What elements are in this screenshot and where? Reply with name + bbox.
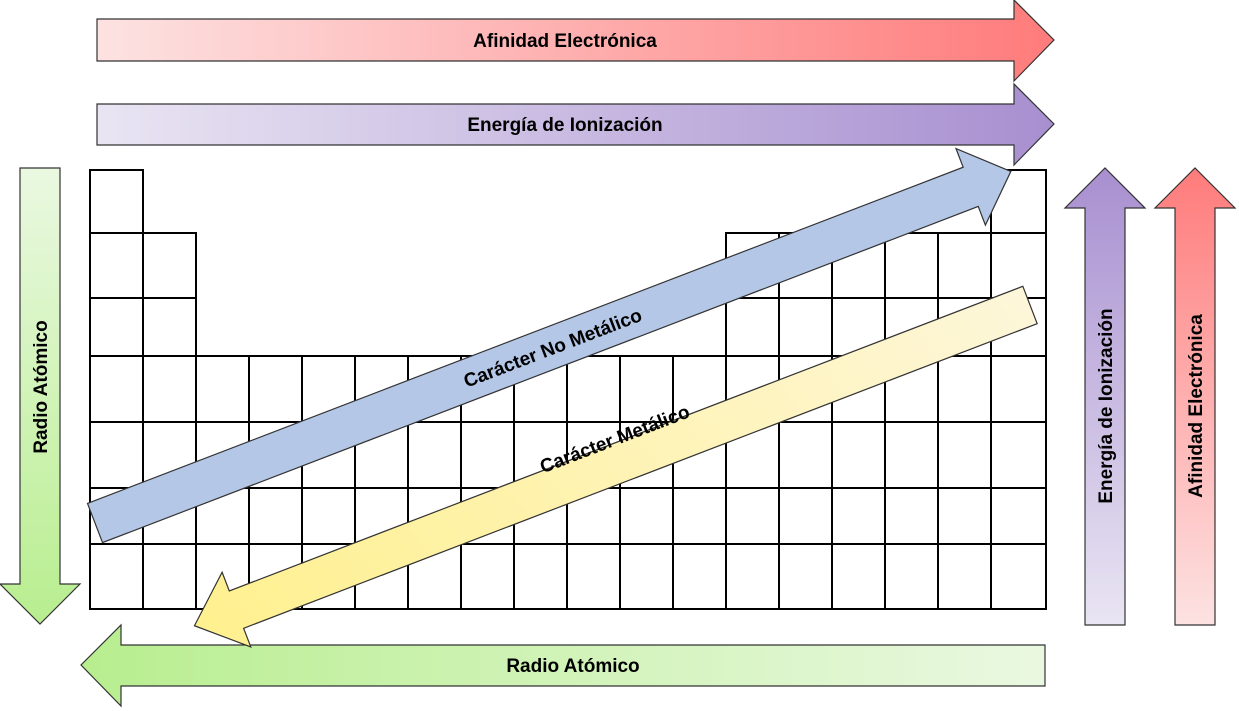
table-cell (990, 355, 1047, 423)
table-cell (89, 355, 144, 423)
table-cell (460, 421, 515, 489)
table-cell (778, 421, 833, 489)
ionization-arrow-top: Energía de Ionización (96, 82, 1055, 167)
table-cell (778, 487, 833, 545)
table-cell (142, 297, 197, 357)
ionization-arrow-right: Energía de Ionización (1063, 167, 1147, 626)
table-cell (831, 543, 886, 610)
affinity-arrow-right: Afinidad Electrónica (1153, 167, 1237, 626)
table-cell (89, 297, 144, 357)
table-cell (460, 543, 515, 610)
table-cell (89, 169, 144, 234)
table-cell (937, 487, 992, 545)
table-cell (195, 355, 250, 423)
table-cell (778, 543, 833, 610)
table-cell (990, 421, 1047, 489)
table-cell (884, 543, 939, 610)
affinity-arrow-right-label: Afinidad Electrónica (1186, 314, 1207, 498)
affinity-arrow-top: Afinidad Electrónica (96, 0, 1055, 83)
table-cell (513, 543, 568, 610)
table-cell (884, 232, 939, 299)
table-cell (142, 543, 197, 610)
table-cell (725, 543, 780, 610)
table-cell (725, 297, 780, 357)
table-cell (884, 421, 939, 489)
ionization-arrow-top-label: Energía de Ionización (467, 115, 662, 136)
table-cell (672, 487, 727, 545)
radius-arrow-left: Radio Atómico (0, 167, 82, 625)
table-cell (89, 232, 144, 299)
table-cell (89, 543, 144, 610)
table-cell (884, 487, 939, 545)
table-cell (619, 487, 674, 545)
table-cell (248, 487, 303, 545)
table-cell (672, 543, 727, 610)
table-cell (990, 487, 1047, 545)
table-cell (778, 297, 833, 357)
table-cell (990, 232, 1047, 299)
table-cell (937, 421, 992, 489)
table-cell (248, 355, 303, 423)
table-cell (831, 487, 886, 545)
table-cell (301, 487, 356, 545)
ionization-arrow-right-label: Energía de Ionización (1096, 308, 1117, 503)
table-cell (619, 543, 674, 610)
table-cell (937, 232, 992, 299)
table-cell (937, 355, 992, 423)
table-cell (566, 543, 621, 610)
radius-arrow-left-label: Radio Atómico (31, 320, 52, 453)
table-cell (142, 355, 197, 423)
table-cell (89, 421, 144, 489)
radius-arrow-bottom: Radio Atómico (80, 623, 1046, 708)
table-cell (937, 543, 992, 610)
radius-arrow-bottom-label: Radio Atómico (506, 656, 639, 677)
table-cell (619, 355, 674, 423)
table-cell (142, 232, 197, 299)
table-cell (725, 487, 780, 545)
table-cell (566, 355, 621, 423)
table-cell (831, 421, 886, 489)
affinity-arrow-top-label: Afinidad Electrónica (473, 31, 657, 52)
table-cell (407, 421, 462, 489)
table-cell (990, 543, 1047, 610)
